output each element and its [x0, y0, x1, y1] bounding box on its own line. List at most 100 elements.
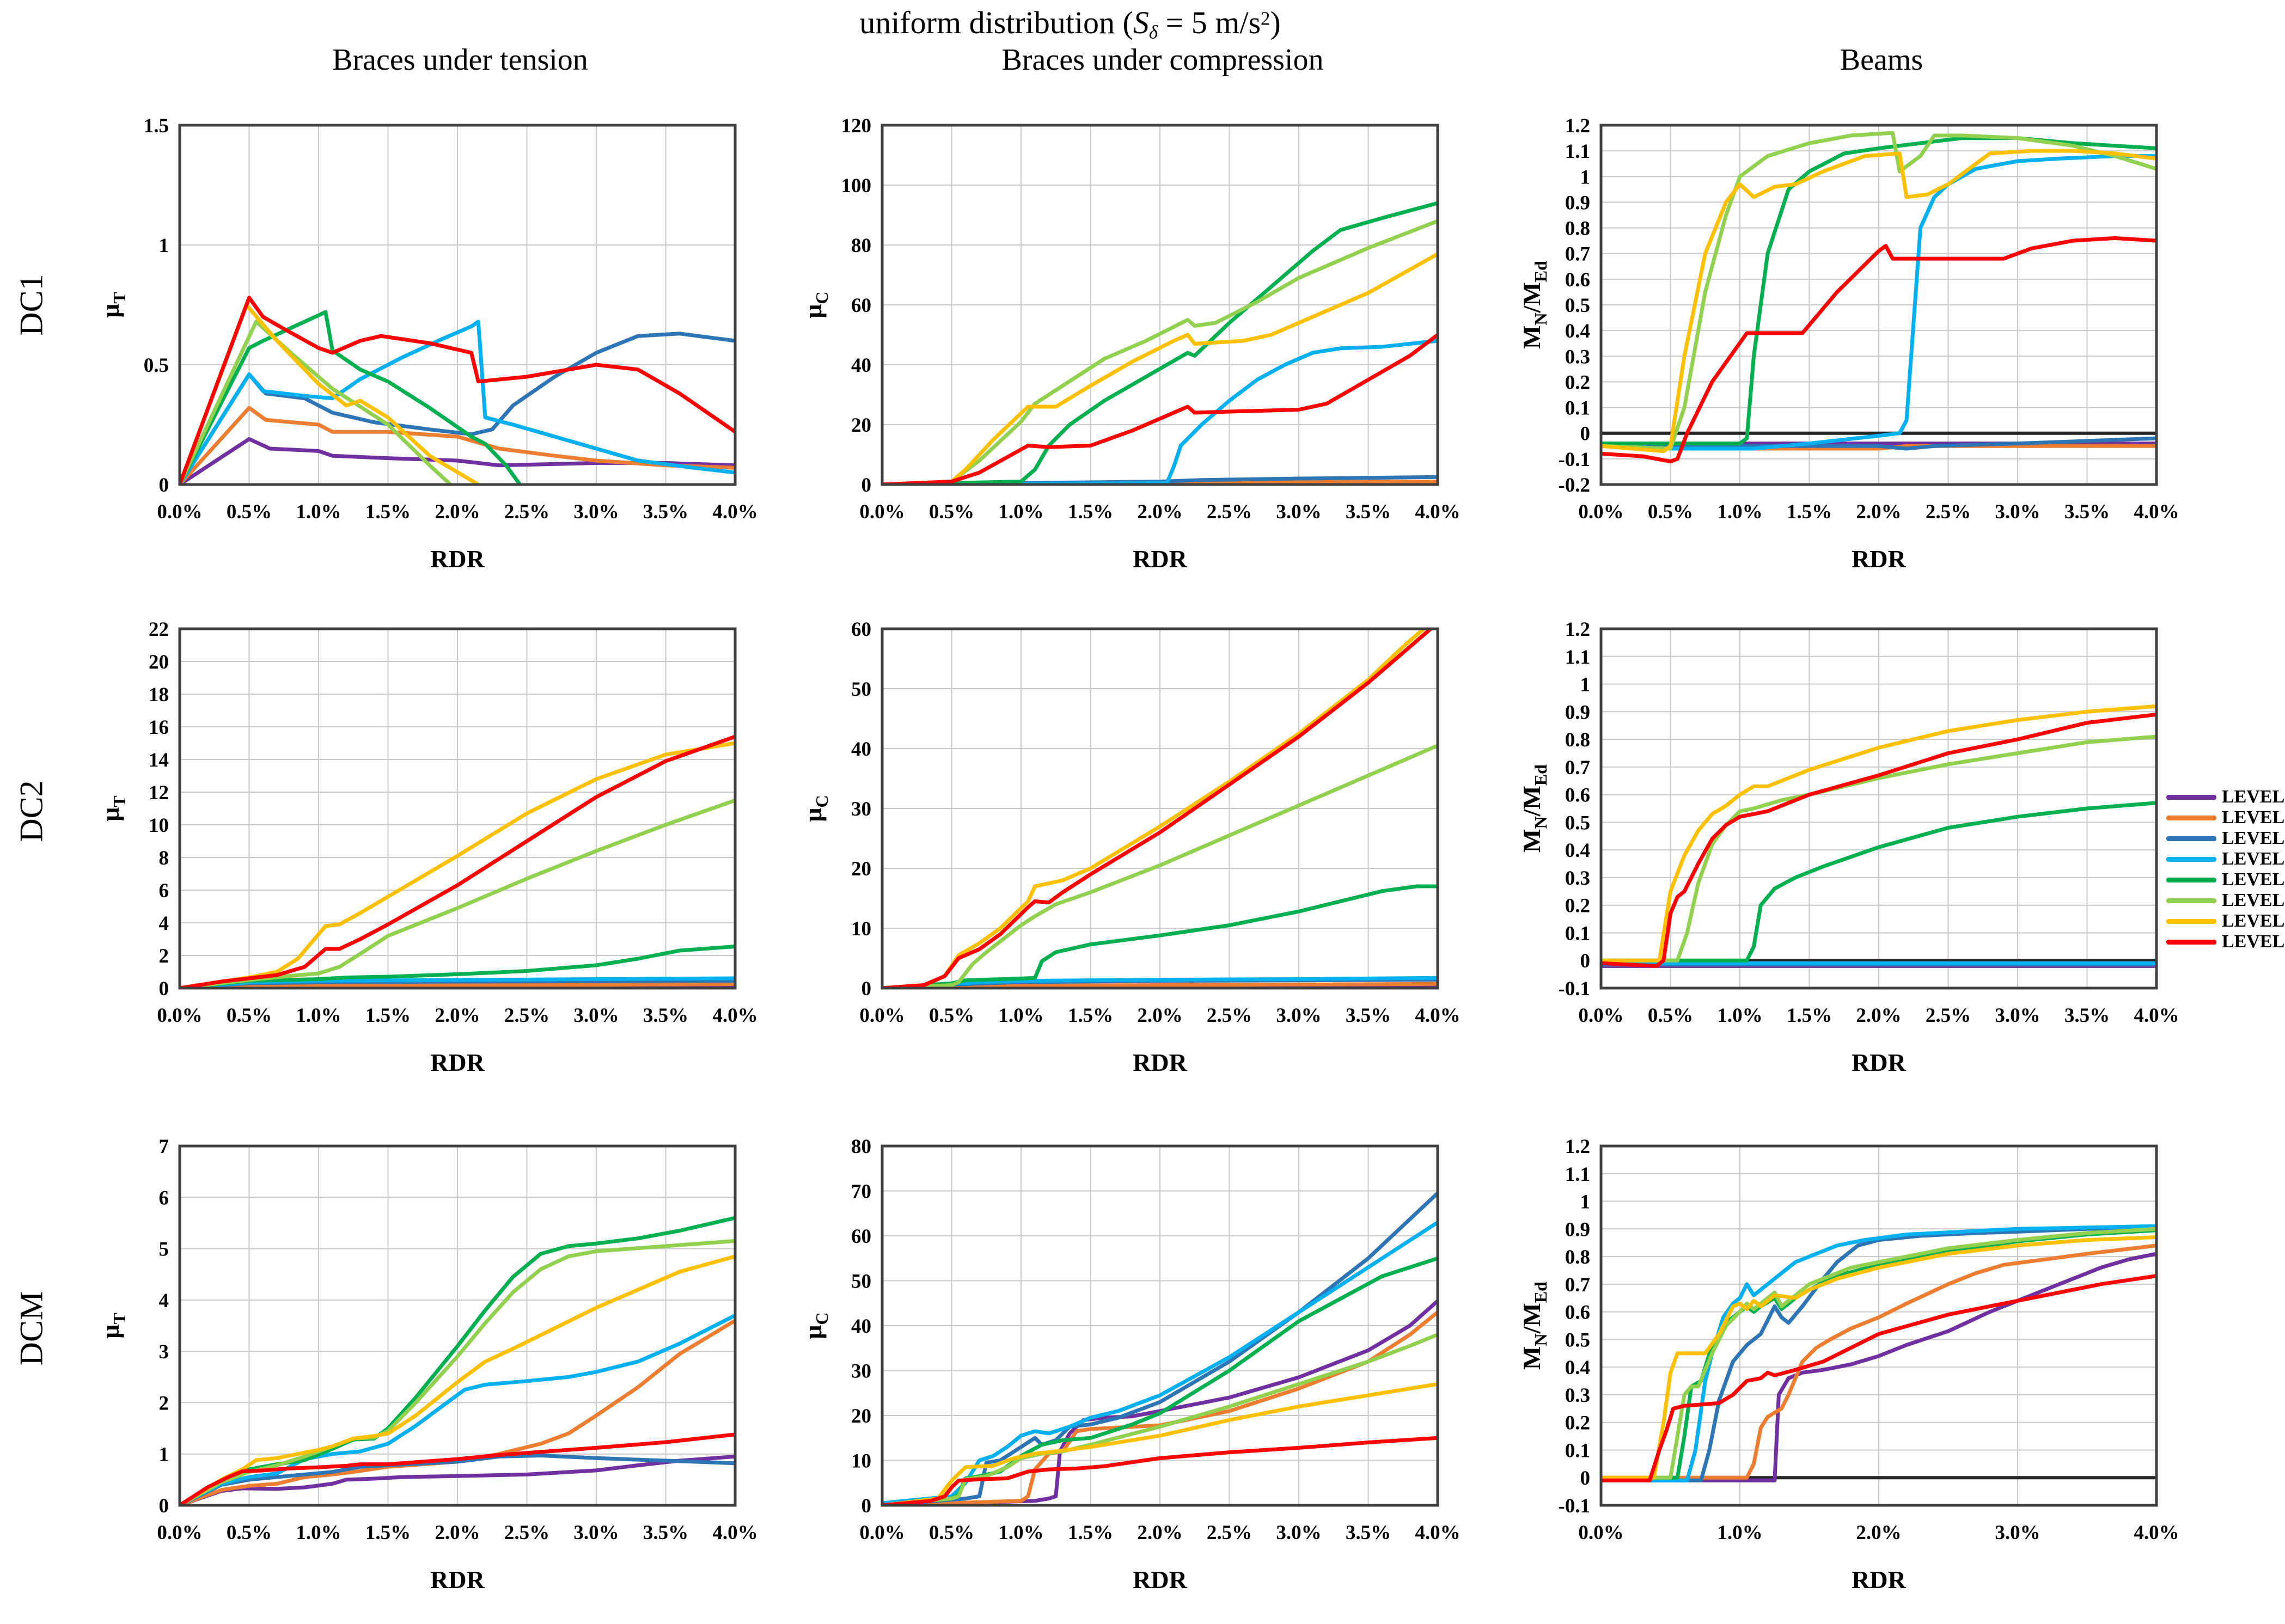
- svg-text:10: 10: [851, 1450, 871, 1473]
- svg-text:4.0%: 4.0%: [712, 1004, 757, 1027]
- svg-text:80: 80: [851, 235, 871, 257]
- svg-text:3.0%: 3.0%: [1995, 1004, 2040, 1027]
- svg-text:0.0%: 0.0%: [157, 1004, 202, 1027]
- svg-text:0.0%: 0.0%: [859, 1004, 905, 1027]
- svg-text:40: 40: [851, 1315, 871, 1338]
- svg-text:1.2: 1.2: [1565, 618, 1590, 641]
- svg-text:50: 50: [851, 678, 871, 701]
- series-group: [1601, 704, 2156, 968]
- svg-text:30: 30: [851, 1361, 871, 1383]
- chart-svg-dc1-braces-tension: 0 0.5 1 1.5 0.0% 0.5% 1.0% 1.5% 2.0% 2.5% 3.0% 3.5%…: [96, 115, 758, 573]
- svg-text:0.3: 0.3: [1565, 346, 1590, 368]
- plot-border: [881, 627, 1439, 990]
- svg-text:0.4: 0.4: [1565, 1357, 1590, 1379]
- svg-text:1.0%: 1.0%: [1717, 1004, 1762, 1027]
- svg-text:0.5%: 0.5%: [1648, 501, 1693, 523]
- svg-text:-0.1: -0.1: [1558, 449, 1590, 471]
- series-level-8: [180, 1454, 735, 1505]
- svg-text:2.0%: 2.0%: [1856, 501, 1901, 523]
- plot-border: [1599, 1144, 2158, 1507]
- svg-text:1.5%: 1.5%: [1068, 1004, 1113, 1027]
- svg-text:3.5%: 3.5%: [1346, 1522, 1391, 1544]
- svg-text:1: 1: [159, 1444, 169, 1466]
- y-axis-label: μC: [799, 795, 832, 822]
- svg-text:0.5: 0.5: [1565, 1329, 1590, 1351]
- y-axis-label: μC: [799, 1312, 832, 1339]
- column-header-braces-compression: Braces under compression: [1001, 43, 1324, 77]
- chart-svg-dcm-braces-tension: 0 1 2 3 4 5 6 7 0.0% 0.5% 1.0% 1.5% 2.0% 2.5% 3.0% 3.5%…: [96, 1136, 758, 1594]
- svg-text:0.5%: 0.5%: [227, 1522, 272, 1544]
- chart-dc1-braces-compression: 0 20 40 60 80 100 120 0.0% 0.5% 1.0% 1.5% 2.0% 2.5% 3…: [790, 93, 1465, 599]
- svg-text:0.4: 0.4: [1565, 320, 1590, 342]
- y-axis-label: MN/MEd: [1518, 261, 1550, 349]
- svg-text:3.5%: 3.5%: [643, 1522, 688, 1544]
- svg-text:3.5%: 3.5%: [2064, 501, 2110, 523]
- x-axis-label: RDR: [430, 1049, 485, 1076]
- gridlines: [882, 125, 1438, 485]
- svg-text:4.0%: 4.0%: [1415, 1004, 1460, 1027]
- svg-text:1: 1: [1580, 166, 1591, 188]
- series-level-3: [882, 219, 1438, 485]
- svg-text:0.7: 0.7: [1565, 1274, 1590, 1296]
- svg-text:1.5%: 1.5%: [365, 501, 411, 523]
- series-level-1: [180, 734, 735, 988]
- legend-swatch-icon: [2166, 918, 2216, 924]
- y-axis-label: μC: [799, 291, 832, 318]
- svg-text:4.0%: 4.0%: [2134, 1522, 2179, 1544]
- series-level-5: [180, 1313, 735, 1505]
- svg-text:0.7: 0.7: [1565, 243, 1590, 266]
- svg-text:0: 0: [1580, 950, 1591, 972]
- plot-border: [1599, 627, 2158, 990]
- legend-label: LEVEL 1: [2222, 931, 2285, 952]
- svg-text:0: 0: [862, 1495, 872, 1517]
- legend-item-level-5: LEVEL 5: [2166, 849, 2285, 869]
- chart-dc1-braces-tension: 0 0.5 1 1.5 0.0% 0.5% 1.0% 1.5% 2.0% 2.5% 3.0% 3.5%…: [87, 93, 762, 599]
- series-level-5: [882, 339, 1438, 485]
- legend-swatch-icon: [2166, 877, 2216, 883]
- legend-item-level-8: LEVEL 8: [2166, 787, 2285, 807]
- figure-title-mid: = 5 m/s: [1158, 5, 1261, 40]
- x-axis-label: RDR: [430, 545, 485, 573]
- svg-text:0.0%: 0.0%: [859, 501, 905, 523]
- svg-text:4: 4: [159, 912, 169, 935]
- y-axis-label: μT: [96, 795, 129, 821]
- chart-svg-dcm-beams: -0.1 0 0.1 0.2 0.3 0.4 0.5 0.6 0.7 0.8 0.9 1 1.1 1.2 0…: [1518, 1136, 2179, 1594]
- series-level-2: [1601, 704, 2156, 963]
- series-level-2: [1601, 1235, 2156, 1480]
- svg-text:1.2: 1.2: [1565, 115, 1590, 137]
- series-level-6: [1601, 1225, 2156, 1482]
- svg-text:2.0%: 2.0%: [1137, 1004, 1182, 1027]
- figure-title-superscript: 2: [1261, 8, 1270, 29]
- svg-text:1.0%: 1.0%: [1717, 1522, 1762, 1544]
- legend-swatch-icon: [2166, 794, 2216, 800]
- chart-svg-dc1-braces-compression: 0 20 40 60 80 100 120 0.0% 0.5% 1.0% 1.5% 2.0% 2.5% 3…: [799, 115, 1461, 573]
- series-level-1: [882, 333, 1438, 485]
- x-axis-label: RDR: [1133, 1049, 1187, 1076]
- svg-text:1.5%: 1.5%: [1787, 501, 1832, 523]
- svg-text:1.2: 1.2: [1565, 1136, 1590, 1158]
- svg-text:2.0%: 2.0%: [1856, 1004, 1901, 1027]
- series-group: [1601, 1224, 2156, 1482]
- svg-text:6: 6: [159, 1187, 169, 1209]
- svg-text:0.9: 0.9: [1565, 192, 1590, 214]
- legend-swatch-icon: [2166, 856, 2216, 862]
- svg-text:100: 100: [841, 175, 872, 197]
- svg-text:-0.1: -0.1: [1558, 978, 1590, 1000]
- svg-text:0.1: 0.1: [1565, 1439, 1590, 1462]
- y-axis-tick-labels: 0 0.5 1 1.5: [144, 115, 169, 497]
- series-level-4: [180, 945, 735, 988]
- svg-text:0: 0: [1580, 1467, 1591, 1490]
- svg-text:20: 20: [851, 414, 871, 437]
- chart-svg-dc2-beams: -0.1 0 0.1 0.2 0.3 0.4 0.5 0.6 0.7 0.8 0.9 1 1.1 1.2 0…: [1518, 618, 2179, 1076]
- legend-item-level-7: LEVEL 7: [2166, 807, 2285, 828]
- svg-text:0: 0: [862, 474, 872, 497]
- legend-item-level-2: LEVEL 2: [2166, 911, 2285, 931]
- svg-text:120: 120: [841, 115, 872, 137]
- svg-text:0.6: 0.6: [1565, 1302, 1590, 1324]
- svg-text:0.0%: 0.0%: [859, 1522, 905, 1544]
- plot-border: [1599, 124, 2158, 486]
- x-axis-tick-labels: 0.0% 0.5% 1.0% 1.5% 2.0% 2.5% 3.0% 3.5% 4.0%: [1578, 501, 2179, 523]
- series-level-1: [180, 296, 735, 485]
- svg-text:40: 40: [851, 354, 871, 377]
- svg-text:0: 0: [159, 1495, 169, 1517]
